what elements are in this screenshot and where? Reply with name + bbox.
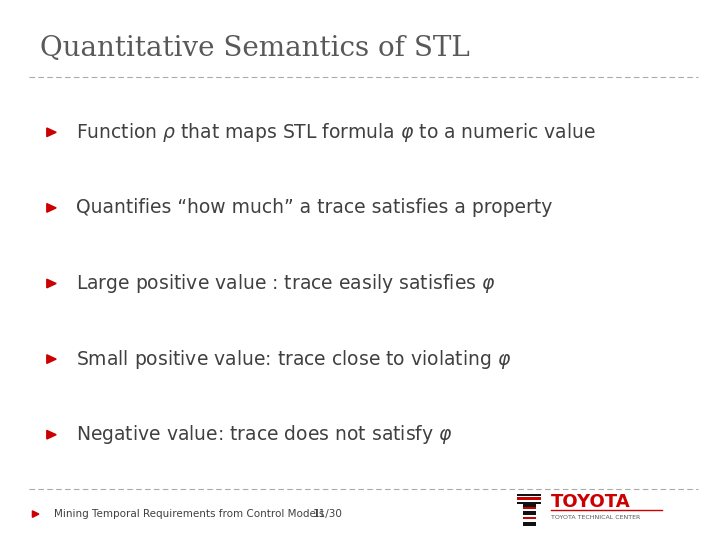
Text: Small positive value: trace close to violating $\varphi$: Small positive value: trace close to vio… xyxy=(76,348,511,370)
Bar xyxy=(523,515,536,517)
Bar xyxy=(523,522,536,526)
Polygon shape xyxy=(47,279,56,288)
Bar xyxy=(523,517,536,519)
Polygon shape xyxy=(47,430,56,439)
Bar xyxy=(523,511,536,515)
Text: Quantitative Semantics of STL: Quantitative Semantics of STL xyxy=(40,35,469,62)
Polygon shape xyxy=(47,355,56,363)
Text: Mining Temporal Requirements from Control Models: Mining Temporal Requirements from Contro… xyxy=(54,509,325,519)
Bar xyxy=(517,497,541,500)
Text: 11/30: 11/30 xyxy=(313,509,343,519)
Polygon shape xyxy=(47,204,56,212)
Bar xyxy=(523,504,536,507)
Text: Negative value: trace does not satisfy $\varphi$: Negative value: trace does not satisfy $… xyxy=(76,423,452,446)
Text: TOYOTA TECHNICAL CENTER: TOYOTA TECHNICAL CENTER xyxy=(551,515,640,520)
Bar xyxy=(517,502,541,504)
Text: Quantifies “how much” a trace satisfies a property: Quantifies “how much” a trace satisfies … xyxy=(76,198,552,218)
Polygon shape xyxy=(47,128,56,137)
Text: Function $\rho$ that maps STL formula $\varphi$ to a numeric value: Function $\rho$ that maps STL formula $\… xyxy=(76,121,595,144)
Bar xyxy=(517,500,541,502)
Text: Large positive value : trace easily satisfies $\varphi$: Large positive value : trace easily sati… xyxy=(76,272,495,295)
Bar xyxy=(523,507,536,509)
Bar xyxy=(523,519,536,522)
Bar xyxy=(517,494,541,496)
Bar xyxy=(523,509,536,511)
Bar xyxy=(517,496,541,497)
Text: TOYOTA: TOYOTA xyxy=(551,493,631,511)
Polygon shape xyxy=(32,511,39,517)
